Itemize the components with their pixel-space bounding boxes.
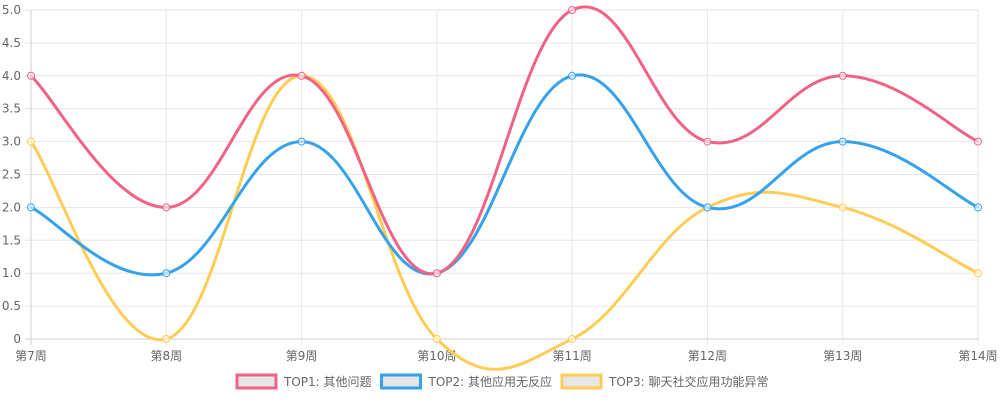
data-point-top2[interactable] (838, 137, 847, 146)
data-point-top2[interactable] (974, 203, 982, 212)
y-axis-ticks: 0 0.5 1.0 1.5 2.0 2.5 3.0 3.5 4.0 4.5 5.0 (2, 3, 21, 346)
x-tick-label: 第10周 (417, 349, 456, 363)
data-point-top3[interactable] (974, 269, 982, 278)
x-tick-label: 第13周 (823, 349, 862, 363)
data-point-top2[interactable] (27, 203, 35, 212)
data-point-top3[interactable] (27, 137, 35, 146)
data-point-top1[interactable] (27, 71, 35, 80)
legend-label: TOP2: 其他应用无反应 (428, 374, 553, 389)
legend-item-top3[interactable]: TOP3: 聊天社交应用功能异常 (560, 373, 769, 390)
series-line-top1 (29, 5, 980, 276)
y-tick-label: 3.5 (2, 102, 21, 116)
y-tick-label: 4.0 (2, 69, 21, 83)
data-point-top3[interactable] (432, 335, 441, 343)
data-point-top3[interactable] (568, 335, 577, 343)
x-tick-label: 第7周 (15, 349, 47, 363)
y-tick-label: 4.5 (2, 36, 21, 50)
data-point-top3[interactable] (162, 335, 171, 343)
y-tick-label: 2.5 (2, 168, 21, 182)
y-tick-label: 3.0 (2, 135, 21, 149)
grid-lines (25, 9, 979, 345)
y-tick-label: 1.5 (2, 233, 21, 247)
legend-swatch (380, 373, 423, 390)
x-tick-label: 第11周 (553, 349, 592, 363)
legend-label: TOP3: 聊天社交应用功能异常 (608, 374, 769, 389)
x-axis-ticks: 第7周 第8周 第9周 第10周 第11周 第12周 第13周 第14周 (15, 349, 997, 363)
legend-swatch (235, 373, 278, 390)
y-tick-label: 2.0 (2, 200, 21, 214)
x-tick-label: 第9周 (286, 349, 318, 363)
y-tick-label: 1.0 (2, 266, 21, 280)
x-tick-label: 第12周 (688, 349, 727, 363)
y-tick-label: 0.5 (2, 299, 21, 313)
legend-item-top1[interactable]: TOP1: 其他问题 (235, 373, 372, 390)
data-point-top2[interactable] (703, 203, 712, 212)
data-point-top1[interactable] (162, 203, 171, 212)
data-point-top1[interactable] (432, 269, 441, 278)
x-tick-label: 第8周 (150, 349, 182, 363)
data-point-top2[interactable] (297, 137, 306, 146)
data-point-top2[interactable] (568, 71, 577, 80)
y-tick-label: 0 (13, 332, 21, 346)
data-point-top2[interactable] (162, 269, 171, 278)
data-point-top1[interactable] (974, 137, 982, 146)
legend-item-top2[interactable]: TOP2: 其他应用无反应 (380, 373, 553, 390)
series-lines (27, 5, 982, 371)
data-point-top1[interactable] (838, 71, 847, 80)
series-line-top3 (29, 74, 980, 371)
data-point-top1[interactable] (297, 71, 306, 80)
data-point-top3[interactable] (838, 203, 847, 212)
data-point-top1[interactable] (703, 137, 712, 146)
y-tick-label: 5.0 (2, 3, 21, 17)
legend-label: TOP1: 其他问题 (283, 375, 372, 389)
x-tick-label: 第14周 (958, 349, 997, 363)
legend[interactable]: TOP1: 其他问题 TOP2: 其他应用无反应 TOP3: 聊天社交应用功能异常 (235, 373, 769, 390)
data-point-top1[interactable] (568, 6, 577, 14)
series-line-top2 (29, 73, 980, 277)
legend-swatch (560, 373, 603, 390)
